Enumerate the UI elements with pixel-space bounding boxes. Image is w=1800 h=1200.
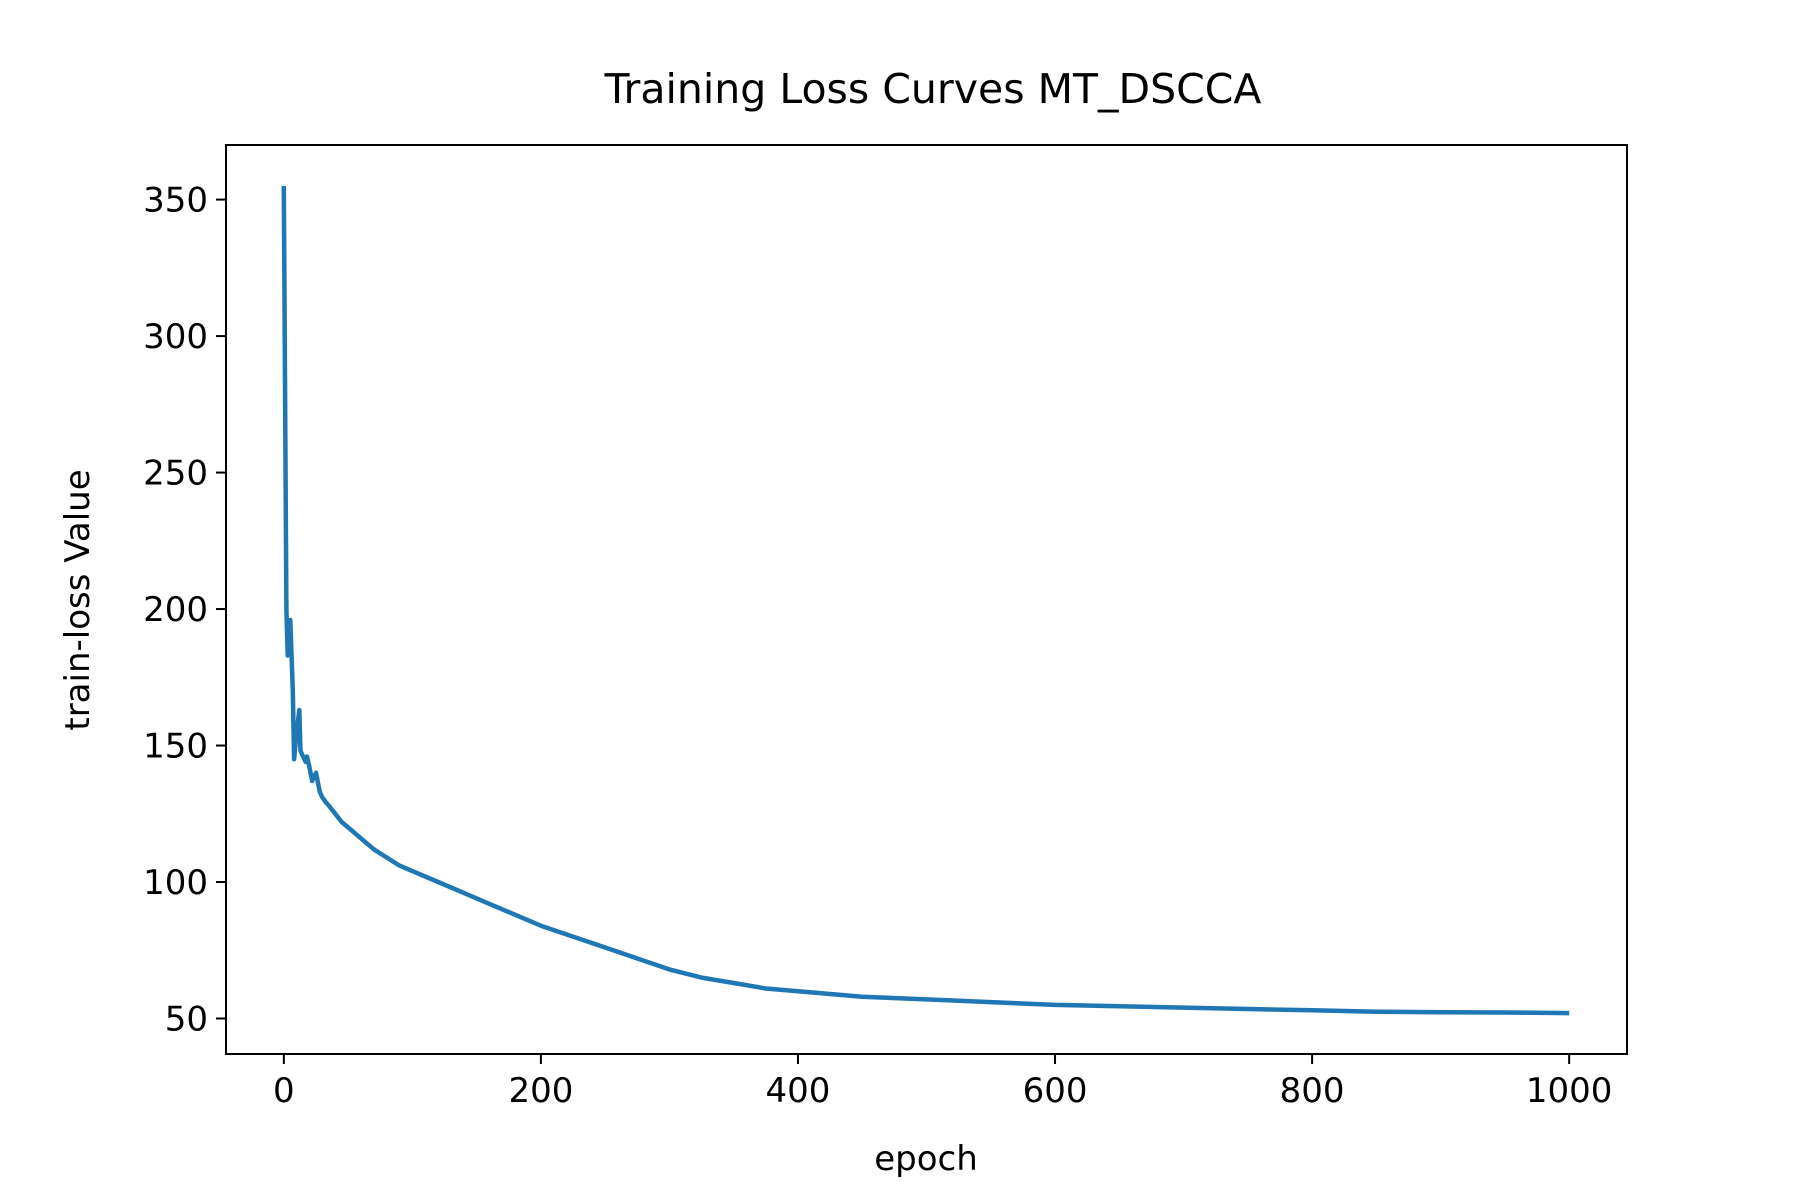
x-tick-label: 0 — [273, 1071, 295, 1111]
series-line — [281, 185, 1570, 1016]
y-tick-label: 200 — [143, 590, 208, 630]
chart-title: Training Loss Curves MT_DSCCA — [604, 65, 1262, 113]
y-tick-label: 150 — [143, 727, 208, 767]
x-tick-label: 200 — [508, 1071, 573, 1111]
x-axis-label: epoch — [874, 1139, 978, 1179]
y-tick-label: 300 — [143, 317, 208, 357]
y-tick-label: 350 — [143, 181, 208, 221]
x-tick-label: 400 — [766, 1071, 831, 1111]
x-tick-label: 600 — [1023, 1071, 1088, 1111]
y-tick-label: 250 — [143, 454, 208, 494]
x-tick-label: 1000 — [1526, 1071, 1613, 1111]
y-axis-label: train-loss Value — [58, 469, 98, 730]
y-tick-label: 100 — [143, 863, 208, 903]
y-tick-label: 50 — [165, 1000, 208, 1040]
x-tick-label: 800 — [1280, 1071, 1345, 1111]
plot-area-frame — [225, 144, 1628, 1055]
